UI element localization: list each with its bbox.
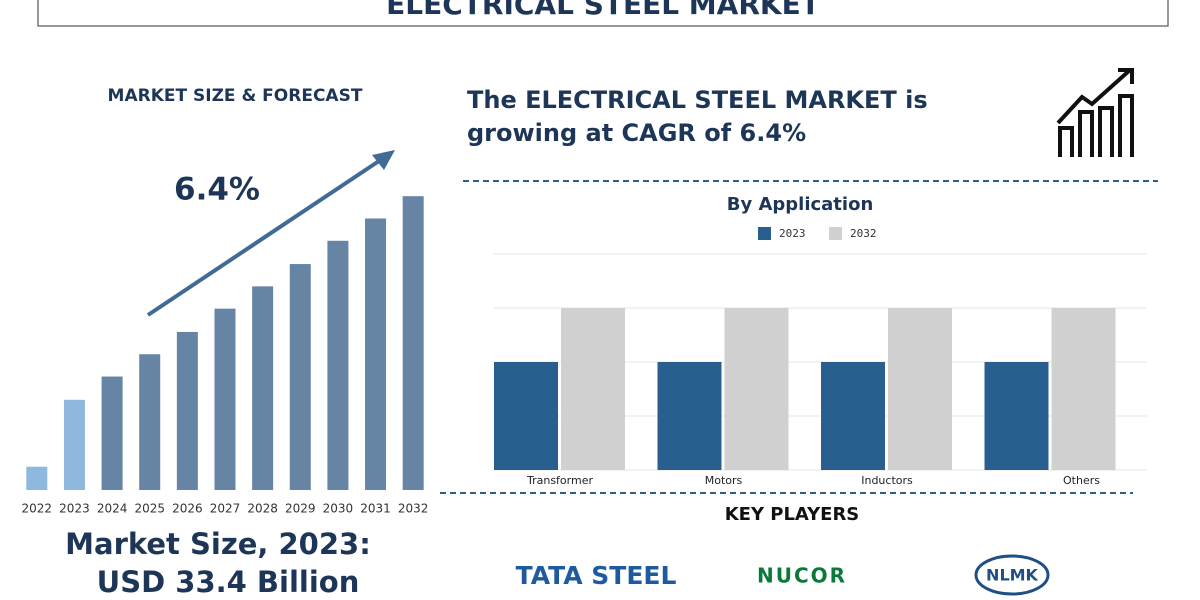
bar	[289, 264, 311, 490]
bar	[888, 308, 952, 470]
bar	[214, 308, 236, 490]
bar	[984, 362, 1049, 470]
bar	[139, 354, 161, 490]
headline: growing at CAGR of 6.4%	[467, 119, 806, 147]
bar	[402, 196, 424, 490]
market-size: USD 33.4 Billion	[97, 565, 360, 599]
x-tick-label: 2029	[285, 502, 316, 516]
bar	[724, 308, 789, 470]
x-tick-label: 2030	[323, 502, 354, 516]
legend-label: 2032	[850, 227, 877, 240]
legend-swatch	[829, 227, 842, 240]
x-tick-label: Others	[1063, 474, 1100, 487]
bar	[365, 218, 387, 490]
bar	[26, 466, 48, 490]
bar	[101, 376, 123, 490]
x-tick-label: 2024	[97, 502, 128, 516]
headline: The ELECTRICAL STEEL MARKET is	[467, 86, 928, 114]
bar	[63, 399, 85, 490]
x-tick-label: 2022	[22, 502, 53, 516]
bar	[821, 362, 885, 470]
x-tick-label: Transformer	[526, 474, 593, 487]
x-tick-label: 2023	[59, 502, 90, 516]
section-title: KEY PLAYERS	[725, 504, 860, 525]
legend-swatch	[758, 227, 771, 240]
x-tick-label: 2026	[172, 502, 203, 516]
header-box	[37, 0, 1169, 27]
logo: TATA STEEL	[516, 561, 677, 590]
arrow-head	[372, 150, 395, 170]
chart-title: MARKET SIZE & FORECAST	[108, 86, 363, 106]
logo: NLMK	[986, 566, 1039, 585]
bar	[252, 286, 274, 490]
growth-icon	[1056, 68, 1134, 157]
x-tick-label: 2025	[134, 502, 165, 516]
x-tick-label: 2028	[247, 502, 278, 516]
bar	[657, 362, 722, 470]
bar	[561, 308, 625, 470]
logo-oval	[974, 554, 1050, 596]
bar	[1051, 308, 1116, 470]
legend-label: 2023	[779, 227, 806, 240]
x-tick-label: 2032	[398, 502, 429, 516]
market-size: Market Size, 2023:	[65, 527, 371, 561]
logo: NUCOR	[757, 564, 847, 588]
page-title: ELECTRICAL STEEL MARKET	[386, 0, 820, 21]
x-tick-label: Inductors	[861, 474, 913, 487]
cagr-annotation: 6.4%	[174, 172, 260, 208]
bar	[176, 331, 198, 490]
bar	[494, 362, 558, 470]
x-tick-label: 2031	[360, 502, 391, 516]
x-tick-label: Motors	[705, 474, 743, 487]
chart-title: By Application	[727, 194, 874, 215]
growth-arrow	[146, 155, 387, 317]
bar	[327, 240, 349, 490]
x-tick-label: 2027	[210, 502, 241, 516]
